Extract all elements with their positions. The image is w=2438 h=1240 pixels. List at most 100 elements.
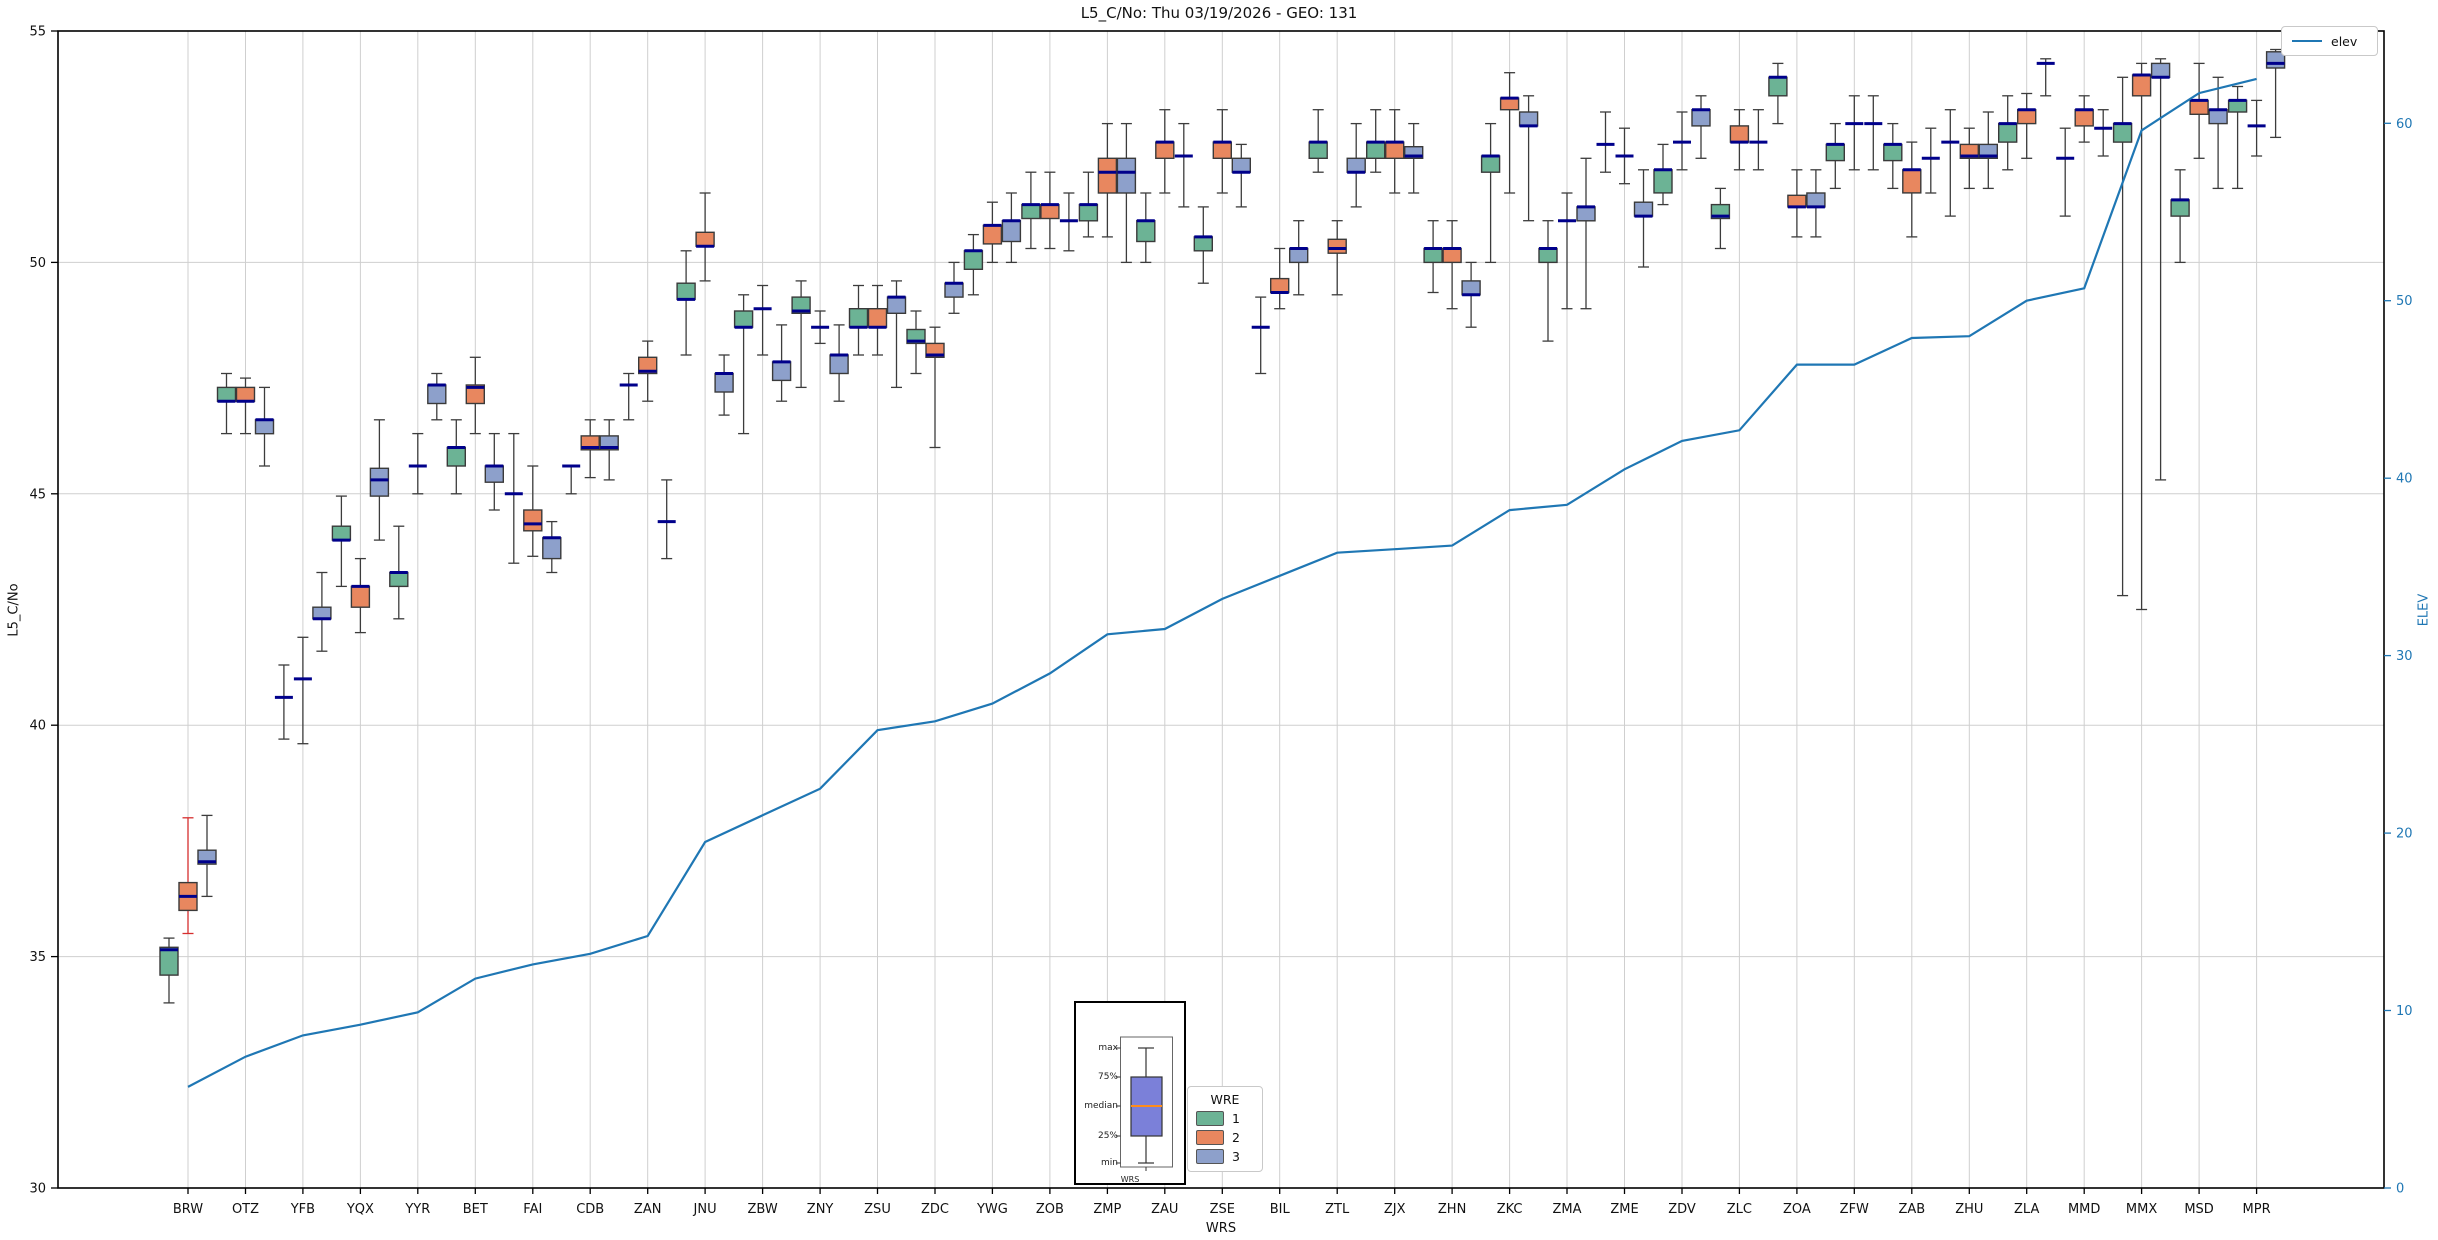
x-tick-ZOA: ZOA: [1783, 1188, 1811, 1217]
box-ZAB-wre3: [1921, 127, 1940, 194]
box-ZMP-wre3: [1116, 122, 1137, 264]
svg-text:ZHN: ZHN: [1438, 1202, 1466, 1217]
box-YQX-wre1: [331, 495, 352, 588]
elev-legend-label: elev: [2331, 33, 2358, 49]
box-ZOB-wre1: [1021, 171, 1041, 250]
box-ZKC-wre3: [1518, 95, 1539, 222]
y-tick-left: 35: [29, 950, 58, 965]
box-MSD-wre1: [2170, 169, 2190, 264]
y-axis-label-left: L5_C/No: [6, 583, 22, 637]
box-BET-wre3: [484, 432, 504, 511]
svg-text:40: 40: [2396, 472, 2413, 487]
box-FAI-wre2: [523, 465, 543, 557]
box-MMD-wre2: [2074, 95, 2094, 143]
box-ZMP-wre2: [1097, 122, 1118, 238]
svg-text:ZAN: ZAN: [634, 1202, 662, 1217]
x-tick-MSD: MSD: [2184, 1188, 2214, 1217]
box-BET-wre1: [446, 419, 466, 495]
y-tick-left: 30: [29, 1182, 58, 1197]
box-YQX-wre2: [350, 557, 371, 634]
box-ZTL-wre1: [1308, 109, 1328, 173]
box-ZHN-wre3: [1461, 261, 1481, 328]
box-ZKC-wre1: [1480, 122, 1501, 264]
wre1-label: 1: [1232, 1111, 1240, 1126]
inset-x-label: WRS: [1120, 1175, 1140, 1184]
box-YWG-wre2: [982, 201, 1003, 264]
x-tick-ZSE: ZSE: [1210, 1188, 1235, 1217]
y-tick-right: 40: [2384, 472, 2413, 487]
svg-text:10: 10: [2396, 1004, 2413, 1019]
box-ZBW-wre1: [733, 294, 754, 435]
box-ZAB-wre2: [1902, 141, 1922, 238]
svg-text:BIL: BIL: [1270, 1202, 1291, 1217]
box-BIL-wre2: [1269, 247, 1290, 310]
box-ZMA-wre3: [1576, 157, 1596, 310]
box-ZLC-wre1: [1710, 187, 1731, 250]
inset-label-min: min: [1101, 1158, 1118, 1168]
box-CDB-wre1: [562, 464, 581, 495]
box-ZDV-wre1: [1653, 143, 1673, 206]
box-ZSE-wre2: [1212, 109, 1233, 194]
box-ZKC-wre2: [1499, 72, 1520, 194]
box-OTZ-wre3: [254, 386, 275, 467]
box-ZFW-wre3: [1864, 95, 1883, 171]
box-YYR-wre1: [389, 525, 409, 620]
x-tick-BRW: BRW: [173, 1188, 203, 1217]
svg-text:ZMA: ZMA: [1552, 1202, 1581, 1217]
svg-text:MSD: MSD: [2184, 1202, 2213, 1217]
box-ZDC-wre2: [925, 326, 945, 449]
box-ZAU-wre3: [1174, 122, 1193, 208]
svg-text:ZME: ZME: [1610, 1202, 1638, 1217]
box-BIL-wre1: [1251, 296, 1270, 375]
box-ZMA-wre2: [1558, 192, 1576, 310]
svg-text:ZHU: ZHU: [1955, 1202, 1983, 1217]
x-tick-YFB: YFB: [290, 1188, 315, 1217]
plot-border: [57, 30, 2385, 1189]
svg-text:ZKC: ZKC: [1497, 1202, 1523, 1217]
box-BIL-wre3: [1288, 220, 1309, 296]
inset-label-median: median: [1084, 1101, 1118, 1111]
box-BRW-wre3: [197, 814, 217, 898]
box-YFB-wre3: [312, 571, 332, 652]
wre2-label: 2: [1232, 1130, 1240, 1145]
box-ZJX-wre3: [1403, 122, 1424, 194]
svg-text:MPR: MPR: [2243, 1202, 2271, 1217]
box-ZME-wre3: [1633, 169, 1654, 268]
inset-label-max: max: [1098, 1043, 1118, 1053]
wre-legend-entry: 1: [1196, 1111, 1254, 1126]
box-YYR-wre3: [427, 372, 447, 421]
box-ZJX-wre1: [1365, 109, 1386, 173]
x-tick-ZDV: ZDV: [1668, 1188, 1696, 1217]
x-tick-MMX: MMX: [2126, 1188, 2157, 1217]
box-ZFW-wre1: [1825, 122, 1846, 190]
box-ZTL-wre2: [1327, 220, 1347, 296]
box-CDB-wre2: [580, 419, 600, 479]
box-ZNY-wre1: [791, 280, 811, 389]
svg-text:ZTL: ZTL: [1325, 1202, 1350, 1217]
svg-text:ZOB: ZOB: [1036, 1202, 1064, 1217]
x-tick-JNU: JNU: [693, 1188, 717, 1217]
x-tick-ZMA: ZMA: [1552, 1188, 1582, 1217]
box-MMD-wre3: [2094, 109, 2113, 157]
x-tick-ZKC: ZKC: [1497, 1188, 1523, 1217]
box-ZBW-wre3: [771, 324, 792, 402]
wre2-swatch: [1196, 1130, 1224, 1145]
box-JNU-wre2: [695, 192, 715, 282]
box-MPR-wre3: [2265, 48, 2286, 139]
box-ZSE-wre3: [1231, 143, 1252, 208]
wre3-swatch: [1196, 1149, 1224, 1164]
box-ZLC-wre3: [1749, 109, 1768, 171]
box-FAI-wre3: [542, 520, 562, 574]
box-ZAN-wre2: [638, 340, 658, 402]
box-ZHU-wre3: [1978, 111, 1999, 190]
svg-text:ZDC: ZDC: [921, 1202, 949, 1217]
svg-text:CDB: CDB: [576, 1202, 604, 1217]
svg-text:20: 20: [2396, 827, 2413, 842]
svg-text:YFB: YFB: [290, 1202, 315, 1217]
x-tick-ZLA: ZLA: [2014, 1188, 2039, 1217]
box-YQX-wre3: [369, 419, 390, 541]
svg-text:BRW: BRW: [173, 1202, 203, 1217]
svg-text:ZFW: ZFW: [1840, 1202, 1869, 1217]
svg-text:YQX: YQX: [346, 1202, 374, 1217]
svg-text:ZNY: ZNY: [807, 1202, 834, 1217]
